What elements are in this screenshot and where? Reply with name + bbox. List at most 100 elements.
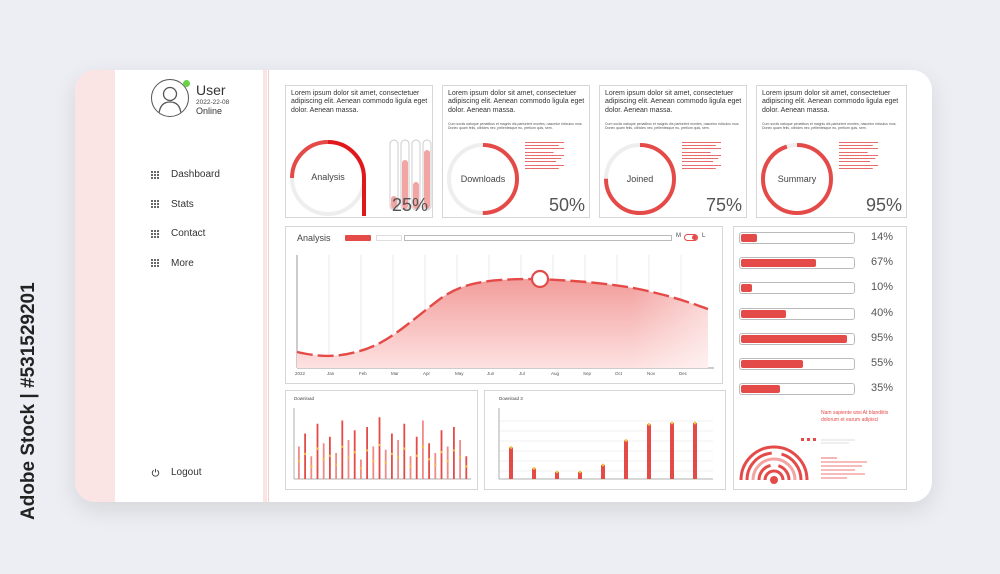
progress-fill	[741, 360, 803, 368]
card-percent: 25%	[391, 195, 428, 215]
logout-button[interactable]: Logout	[151, 467, 202, 478]
sidebar-item-contact[interactable]: Contact	[151, 219, 220, 249]
user-date: 2022-22-08	[196, 99, 230, 106]
column-dot	[310, 465, 313, 468]
progress-track	[739, 282, 855, 295]
radial-heading: Nam sapiente wisi At blandiitis dolorum …	[821, 410, 889, 423]
column-dot	[316, 447, 319, 450]
ring-label: Summary	[777, 174, 817, 184]
column-dot	[328, 454, 332, 457]
download-bar-dot	[601, 463, 605, 467]
sidebar-item-more[interactable]: More	[151, 249, 220, 279]
column-dot	[359, 467, 363, 470]
column-dot	[403, 447, 406, 450]
grid-icon	[151, 200, 159, 209]
user-status: Online	[196, 106, 223, 116]
card-title: Lorem ipsum dolor sit amet, consectetuer…	[605, 90, 742, 114]
download-bar	[670, 423, 674, 479]
stat-card-summary[interactable]: Lorem ipsum dolor sit amet, consectetuer…	[756, 85, 907, 218]
column-bar	[434, 453, 437, 479]
toggle-label-l: L	[702, 233, 706, 239]
sidebar-item-dashboard[interactable]: Dashboard	[151, 160, 220, 190]
download-bar-chart: Download 3	[484, 390, 726, 490]
download-bar	[555, 472, 559, 479]
chart-title: Analysis	[297, 233, 331, 243]
month-label: Jun	[487, 371, 495, 376]
stat-card-joined[interactable]: Lorem ipsum dolor sit amet, consectetuer…	[599, 85, 747, 218]
sidebar-item-label: Stats	[171, 198, 194, 210]
card-subtitle: Cum sociis natoque penatibus et magnis d…	[448, 122, 583, 131]
column-dot	[446, 459, 449, 463]
column-dot	[303, 452, 307, 456]
range-slider[interactable]	[404, 235, 672, 241]
month-label: Oct	[615, 371, 623, 376]
card-red-notes: ▬▬▬▬▬▬▬▬▬▬▬▬▬▬▬ ▬▬▬▬▬▬▬▬▬▬▬▬▬ ▬▬▬▬▬▬▬▬▬▬▬▬…	[682, 141, 721, 170]
grid-icon	[151, 229, 159, 238]
column-dot	[409, 465, 412, 468]
progress-row: 35%	[739, 381, 929, 396]
card-red-notes: ▬▬▬▬▬▬▬▬▬▬▬▬▬▬▬ ▬▬▬▬▬▬▬▬▬▬▬▬▬ ▬▬▬▬▬▬▬▬▬▬▬▬…	[839, 141, 878, 170]
month-label: Dec	[679, 371, 688, 376]
toggle-switch[interactable]	[684, 234, 698, 241]
chart-marker[interactable]	[530, 269, 550, 289]
column-dot	[390, 452, 394, 456]
toggle-label-m: M	[676, 233, 681, 239]
stat-card-analysis[interactable]: Lorem ipsum dolor sit amet, consectetuer…	[285, 85, 433, 218]
stat-card-downloads[interactable]: Lorem ipsum dolor sit amet, consectetuer…	[442, 85, 590, 218]
progress-fill	[741, 385, 781, 394]
progress-label: 35%	[871, 382, 894, 395]
column-bar	[347, 440, 350, 479]
month-label: Feb	[359, 371, 367, 376]
column-dot	[421, 445, 425, 449]
download-bar-dot	[693, 421, 697, 425]
radial-chart	[739, 438, 867, 484]
progress-row: 55%	[739, 356, 929, 370]
column-dot	[452, 449, 456, 452]
download-bar-dot	[555, 470, 559, 474]
column-bar	[391, 433, 393, 479]
column-dot	[378, 443, 381, 447]
progress-track	[739, 332, 855, 345]
column-bar	[459, 440, 461, 479]
ring-label: Downloads	[460, 174, 506, 184]
progress-row: 14%	[739, 230, 929, 244]
progress-fill	[741, 259, 817, 268]
progress-track	[739, 358, 855, 370]
power-icon	[151, 468, 160, 477]
month-label: Sep	[583, 371, 592, 376]
column-dot	[384, 461, 387, 465]
month-label: Apr	[423, 371, 431, 376]
download-bar-dot	[670, 421, 674, 425]
ring-label: Analysis	[311, 172, 345, 182]
sidebar-item-stats[interactable]: Stats	[151, 190, 220, 220]
legend-chip-active[interactable]	[345, 235, 371, 241]
dashboard-window: User 2022-22-08 Online Dashboard Stats C…	[75, 70, 932, 502]
avatar[interactable]	[151, 79, 189, 117]
mini-bars	[389, 139, 432, 211]
month-label: May	[455, 371, 464, 376]
progress-track	[739, 232, 855, 244]
column-dot	[427, 458, 431, 461]
month-label: Mar	[391, 371, 399, 376]
column-dot	[396, 456, 400, 459]
legend-chip[interactable]	[376, 235, 402, 241]
sidebar-item-label: Dashboard	[171, 169, 220, 181]
chart-title: Download 3	[499, 396, 523, 401]
card-title: Lorem ipsum dolor sit amet, consectetuer…	[448, 90, 585, 114]
download-bar-dot	[647, 423, 651, 426]
progress-row: 10%	[739, 280, 929, 295]
progress-fill	[741, 309, 786, 318]
column-dot	[434, 463, 437, 466]
grid-icon	[151, 259, 159, 268]
download-bar	[647, 424, 651, 479]
progress-row: 40%	[739, 306, 929, 320]
column-bar	[366, 427, 368, 479]
progress-label: 95%	[871, 331, 894, 344]
download-bar	[624, 440, 628, 479]
column-bar	[341, 420, 344, 479]
column-bar	[403, 423, 406, 479]
download-bar	[601, 465, 605, 479]
download-column-chart: Download	[285, 390, 478, 490]
column-bar	[422, 420, 424, 479]
progress-label: 67%	[871, 256, 894, 269]
